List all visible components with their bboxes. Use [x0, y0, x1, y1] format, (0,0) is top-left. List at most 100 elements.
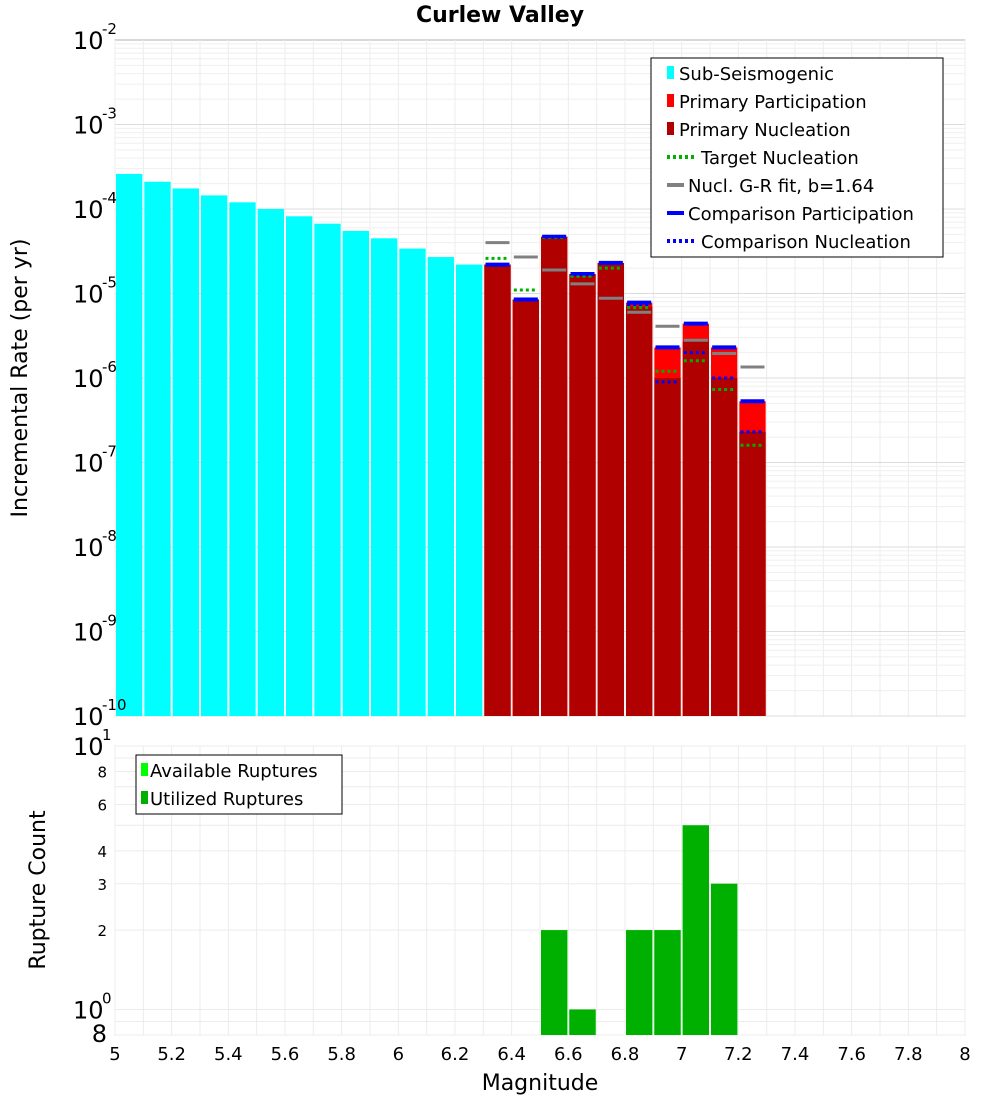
bar-sub-seismogenic	[257, 209, 284, 716]
legend-swatch-utilized-ruptures	[141, 791, 148, 804]
legend-swatch-primary-participation	[667, 94, 674, 107]
svg-text:-4: -4	[102, 189, 117, 207]
x-tick-label: 7.8	[894, 1044, 923, 1065]
bar-sub-seismogenic	[286, 216, 313, 717]
svg-text:-3: -3	[102, 105, 117, 123]
bar-sub-seismogenic	[342, 230, 369, 717]
y-tick-label: 10-8	[73, 527, 117, 562]
svg-text:10: 10	[73, 196, 104, 224]
svg-text:10: 10	[73, 733, 104, 761]
legend-swatch-primary-nucleation	[667, 122, 674, 135]
legend-label-available-ruptures: Available Ruptures	[150, 761, 318, 782]
x-tick-label: 7.4	[781, 1044, 810, 1065]
svg-text:10: 10	[73, 27, 104, 55]
bar-primary-nucleation	[512, 299, 539, 716]
y-tick-label: 10-6	[73, 358, 117, 393]
bottom-bars	[541, 825, 738, 1035]
y-minor-tick-label: 6	[97, 796, 107, 814]
x-tick-label: 7.2	[724, 1044, 753, 1065]
bar-utilized-ruptures	[654, 930, 681, 1035]
top-legend: Sub-Seismogenic Primary Participation Pr…	[650, 57, 944, 258]
y-tick-label: 10-10	[73, 696, 127, 731]
bar-sub-seismogenic	[144, 181, 171, 717]
x-tick-label: 5.4	[214, 1044, 243, 1065]
bar-sub-seismogenic	[399, 248, 426, 716]
y-tick-label: 10-2	[73, 20, 117, 55]
bar-sub-seismogenic	[229, 202, 256, 716]
bar-utilized-ruptures	[541, 930, 568, 1035]
y-minor-tick-label: 8	[97, 764, 107, 782]
bar-primary-nucleation	[597, 262, 624, 716]
bar-primary-nucleation	[484, 264, 511, 716]
bar-utilized-ruptures	[626, 930, 653, 1035]
x-tick-label: 6.8	[611, 1044, 640, 1065]
x-tick-label: 5.2	[157, 1044, 186, 1065]
legend-label-primary-participation: Primary Participation	[679, 92, 867, 113]
bar-primary-nucleation	[682, 341, 709, 716]
svg-text:10: 10	[73, 112, 104, 140]
svg-text:10: 10	[73, 450, 104, 478]
legend-label-sub-seismogenic: Sub-Seismogenic	[679, 64, 834, 85]
bar-primary-nucleation	[654, 378, 681, 716]
svg-text:10: 10	[73, 281, 104, 309]
y-tick-label: 101	[73, 726, 112, 761]
svg-text:-2: -2	[102, 20, 117, 38]
x-axis-title: Magnitude	[482, 1071, 599, 1096]
x-tick-label: 6	[393, 1044, 404, 1065]
bar-sub-seismogenic	[456, 264, 483, 716]
bar-primary-nucleation	[739, 431, 766, 716]
bar-sub-seismogenic	[116, 173, 143, 716]
legend-label-comparison-nucleation: Comparison Nucleation	[701, 232, 911, 253]
legend-label-gr-fit: Nucl. G-R fit, b=1.64	[688, 176, 874, 197]
svg-text:0: 0	[102, 989, 112, 1007]
svg-text:10: 10	[73, 534, 104, 562]
svg-text:-10: -10	[102, 696, 127, 714]
y-minor-tick-label: 3	[97, 876, 107, 894]
bar-utilized-ruptures	[711, 883, 738, 1035]
svg-text:-8: -8	[102, 527, 117, 545]
svg-text:10: 10	[73, 703, 104, 731]
bar-sub-seismogenic	[172, 188, 199, 717]
x-tick-label: 6.2	[441, 1044, 470, 1065]
bar-utilized-ruptures	[682, 825, 709, 1035]
top-y-axis-title: Incremental Rate (per yr)	[8, 239, 33, 518]
bar-primary-nucleation	[569, 274, 596, 716]
bar-primary-nucleation	[711, 378, 738, 716]
top-line-markers	[485, 234, 765, 447]
svg-text:-7: -7	[102, 443, 117, 461]
top-y-tick-labels: 10-210-310-410-510-610-710-810-910-10	[73, 20, 127, 731]
svg-text:10: 10	[73, 365, 104, 393]
bar-utilized-ruptures	[569, 1009, 596, 1035]
bottom-y-axis-title: Rupture Count	[26, 810, 51, 970]
x-tick-label: 6.6	[554, 1044, 583, 1065]
x-tick-label: 7.6	[837, 1044, 866, 1065]
bar-sub-seismogenic	[371, 238, 398, 717]
y-minor-tick-label: 8	[92, 1020, 107, 1048]
legend-swatch-sub-seismogenic	[667, 66, 674, 79]
legend-swatch-available-ruptures	[141, 763, 148, 776]
svg-text:10: 10	[73, 996, 104, 1024]
top-bars	[116, 173, 766, 717]
y-tick-label: 100	[73, 989, 112, 1024]
legend-label-comparison-participation: Comparison Participation	[688, 204, 914, 225]
x-tick-label: 5.6	[271, 1044, 300, 1065]
bar-sub-seismogenic	[201, 195, 228, 717]
svg-text:10: 10	[73, 619, 104, 647]
bar-primary-nucleation	[541, 236, 568, 716]
y-tick-label: 10-3	[73, 105, 117, 140]
x-tick-label: 8	[959, 1044, 970, 1065]
svg-text:-9: -9	[102, 612, 117, 630]
x-tick-label: 6.4	[497, 1044, 526, 1065]
x-tick-labels: 5 5.2 5.4 5.6 5.8 6 6.2 6.4 6.6 6.8 7 7.2 7.4 7.6 7.8 8	[109, 1044, 970, 1065]
y-minor-tick-label: 2	[97, 922, 107, 940]
y-tick-label: 10-9	[73, 612, 117, 647]
legend-label-primary-nucleation: Primary Nucleation	[679, 120, 851, 141]
y-tick-label: 10-5	[73, 274, 117, 309]
y-tick-label: 10-7	[73, 443, 117, 478]
svg-text:1: 1	[102, 726, 112, 744]
y-tick-label: 10-4	[73, 189, 117, 224]
legend-label-target-nucleation: Target Nucleation	[700, 148, 859, 169]
bar-sub-seismogenic	[427, 257, 454, 716]
